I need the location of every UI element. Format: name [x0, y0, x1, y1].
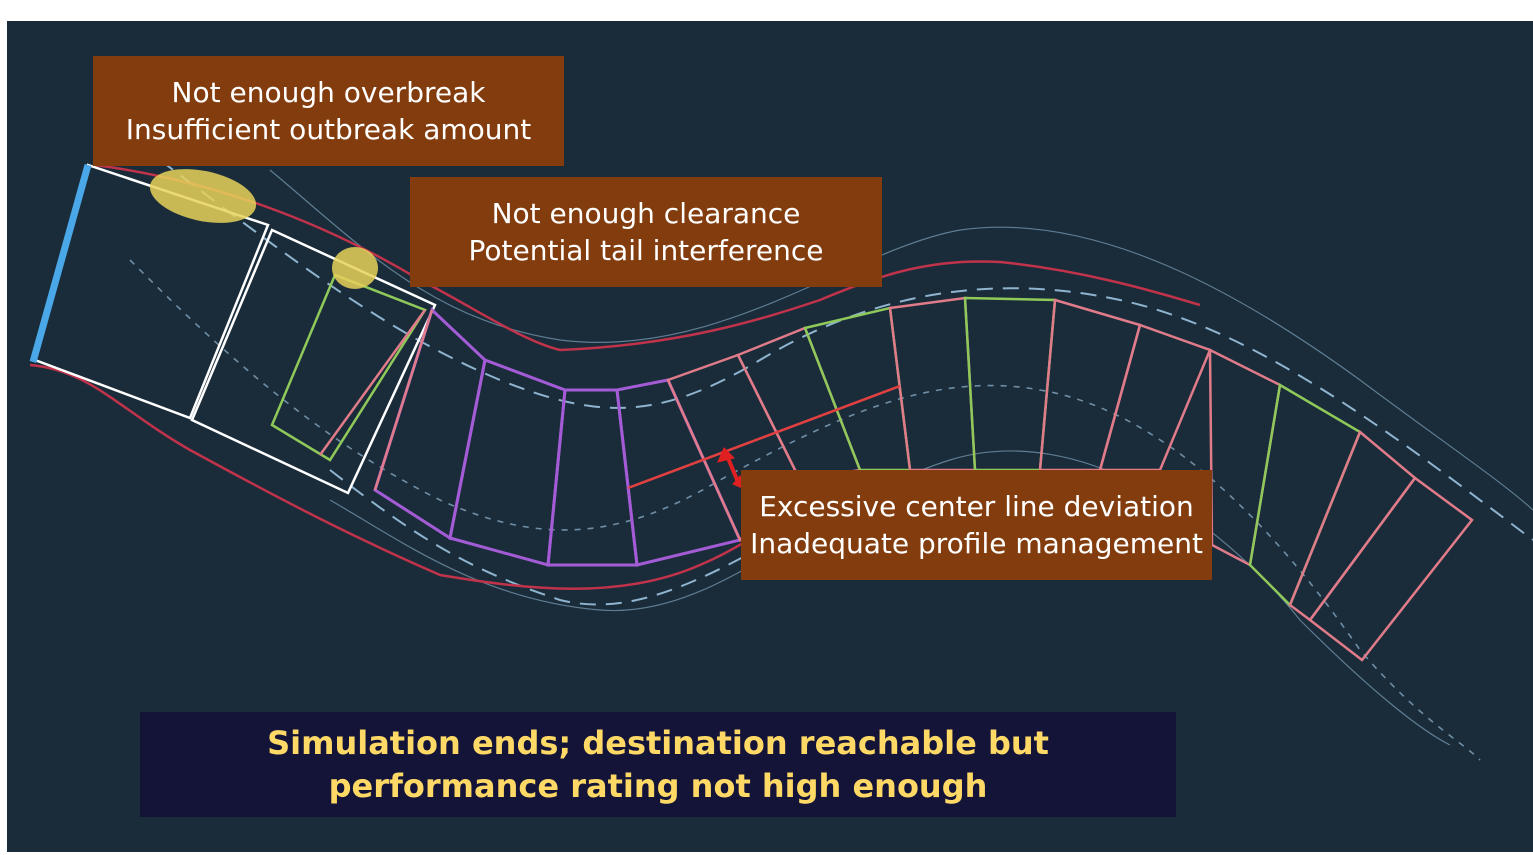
segment — [373, 307, 487, 541]
tunnel-wall-upper — [94, 163, 1201, 352]
segment — [615, 378, 743, 567]
outer-guide-upper — [269, 169, 1533, 511]
deviation-callout: Excessive center line deviation Inadequa… — [741, 470, 1212, 580]
deviation-line — [627, 384, 901, 490]
callout-line: Excessive center line deviation — [759, 490, 1194, 523]
callout-line: Insufficient outbreak amount — [125, 113, 532, 146]
segment — [1208, 347, 1282, 567]
segments-far — [1208, 347, 1474, 662]
tunnel-wall-lower — [29, 363, 841, 590]
callout-line: Not enough overbreak — [171, 76, 486, 109]
segment — [448, 357, 567, 567]
segment — [1288, 429, 1417, 622]
tunnel-axis-dashed — [129, 259, 1481, 761]
callout-line: Not enough clearance — [491, 197, 801, 230]
overbreak-highlight — [149, 169, 257, 223]
segment — [270, 273, 427, 462]
segments-middle — [736, 296, 1212, 482]
shield-rear — [190, 228, 437, 495]
segments-pink-front — [373, 309, 802, 543]
segment — [888, 296, 977, 472]
segment-joint — [373, 309, 434, 491]
cutter-face — [29, 164, 92, 363]
segments-trailing — [270, 273, 427, 462]
status-line: performance rating not high enough — [328, 766, 988, 805]
callout-line: Inadequate profile management — [750, 527, 1203, 560]
segment — [546, 388, 639, 567]
segment — [1038, 298, 1142, 472]
simulation-status-banner: Simulation ends; destination reachable b… — [140, 712, 1176, 817]
segment — [1248, 383, 1362, 608]
segment — [1308, 476, 1474, 662]
design-centerline — [159, 159, 1533, 541]
clearance-highlight — [332, 247, 378, 289]
segment — [1098, 323, 1212, 472]
status-line: Simulation ends; destination reachable b… — [267, 723, 1049, 762]
arrow-head-up — [717, 447, 735, 463]
clearance-callout: Not enough clearance Potential tail inte… — [410, 177, 882, 287]
callout-line: Potential tail interference — [468, 234, 824, 267]
outer-guide-lower — [329, 450, 1451, 746]
segment-joint — [318, 309, 427, 456]
overbreak-callout: Not enough overbreak Insufficient outbre… — [93, 56, 564, 166]
segment — [736, 326, 862, 482]
